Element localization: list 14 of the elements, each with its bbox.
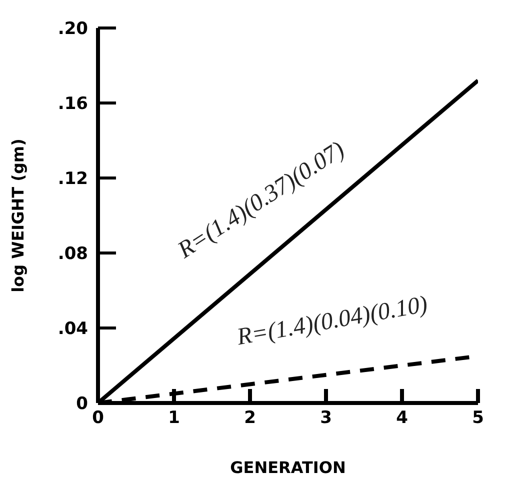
y-tick-label: .16	[58, 94, 88, 114]
x-tick-label: 2	[244, 408, 256, 428]
y-tick-label: .20	[58, 19, 88, 40]
y-axis-title: log WEIGHT (gm)	[8, 138, 28, 292]
x-tick-label: 4	[396, 408, 408, 428]
x-tick-label: 5	[472, 408, 484, 428]
x-tick-label: 0	[92, 408, 104, 428]
x-tick-label: 1	[168, 408, 180, 428]
y-tick-label: .12	[58, 169, 88, 190]
y-tick-label: .08	[58, 244, 88, 264]
x-tick-label: 3	[320, 408, 332, 428]
y-tick-label: .04	[58, 319, 88, 340]
x-axis-title: GENERATION	[230, 458, 346, 477]
y-tick-label: 0	[76, 394, 88, 414]
